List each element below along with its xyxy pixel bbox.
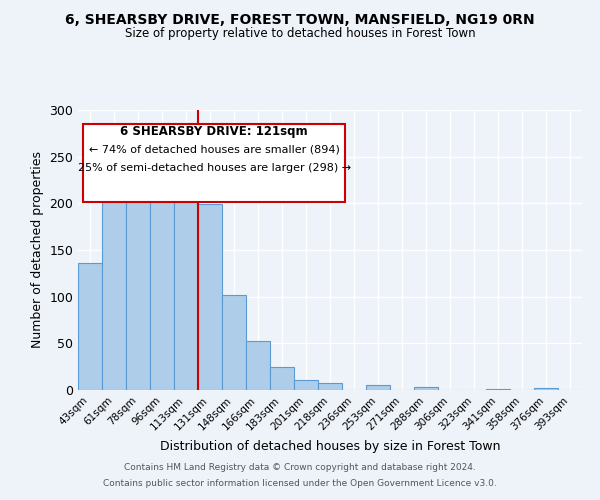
Text: ← 74% of detached houses are smaller (894): ← 74% of detached houses are smaller (89…: [89, 145, 340, 155]
Bar: [294, 380, 318, 390]
Bar: [150, 190, 174, 390]
Text: 6 SHEARSBY DRIVE: 121sqm: 6 SHEARSBY DRIVE: 121sqm: [120, 126, 308, 138]
Bar: [198, 204, 222, 390]
Text: Contains HM Land Registry data © Crown copyright and database right 2024.: Contains HM Land Registry data © Crown c…: [124, 464, 476, 472]
Bar: [318, 382, 342, 390]
Text: 25% of semi-detached houses are larger (298) →: 25% of semi-detached houses are larger (…: [77, 163, 350, 173]
Bar: [222, 295, 246, 390]
Bar: [366, 386, 390, 390]
Bar: [78, 263, 102, 390]
Bar: [486, 389, 510, 390]
Text: 6, SHEARSBY DRIVE, FOREST TOWN, MANSFIELD, NG19 0RN: 6, SHEARSBY DRIVE, FOREST TOWN, MANSFIEL…: [65, 12, 535, 26]
Bar: [246, 342, 270, 390]
Bar: [534, 388, 558, 390]
FancyBboxPatch shape: [83, 124, 345, 202]
Bar: [270, 366, 294, 390]
Bar: [102, 194, 126, 390]
Text: Contains public sector information licensed under the Open Government Licence v3: Contains public sector information licen…: [103, 478, 497, 488]
Bar: [174, 170, 198, 390]
Y-axis label: Number of detached properties: Number of detached properties: [31, 152, 44, 348]
Bar: [126, 191, 150, 390]
X-axis label: Distribution of detached houses by size in Forest Town: Distribution of detached houses by size …: [160, 440, 500, 453]
Text: Size of property relative to detached houses in Forest Town: Size of property relative to detached ho…: [125, 28, 475, 40]
Bar: [414, 387, 438, 390]
